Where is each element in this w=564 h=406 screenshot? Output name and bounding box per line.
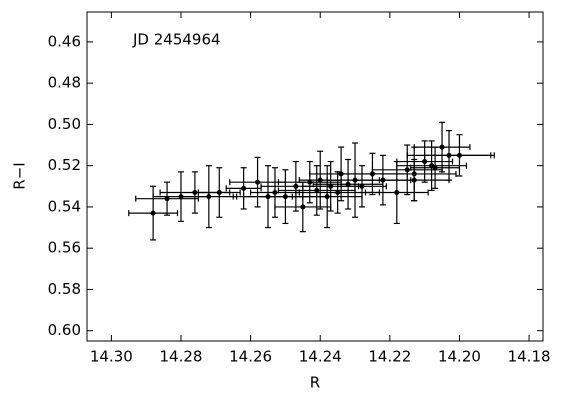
point bbox=[272, 189, 278, 195]
y-axis-label: R−I bbox=[11, 162, 29, 189]
point bbox=[216, 189, 222, 195]
x-tick-label: 14.18 bbox=[508, 348, 551, 366]
point bbox=[314, 187, 320, 193]
point bbox=[345, 181, 351, 187]
point bbox=[282, 194, 288, 200]
point bbox=[359, 183, 365, 189]
point bbox=[456, 152, 462, 158]
point bbox=[439, 144, 445, 150]
point bbox=[192, 189, 198, 195]
point bbox=[255, 179, 261, 185]
y-tick-label: 0.46 bbox=[48, 32, 81, 50]
x-tick-label: 14.24 bbox=[299, 348, 342, 366]
point bbox=[328, 183, 334, 189]
x-tick-label: 14.30 bbox=[90, 348, 133, 366]
point bbox=[307, 179, 313, 185]
y-tick-label: 0.50 bbox=[48, 115, 81, 133]
x-tick-label: 14.22 bbox=[368, 348, 411, 366]
point bbox=[404, 167, 410, 173]
point bbox=[300, 204, 306, 210]
point bbox=[241, 185, 247, 191]
plot-frame bbox=[86, 11, 544, 342]
point bbox=[432, 165, 438, 171]
point bbox=[206, 194, 212, 200]
point bbox=[293, 183, 299, 189]
x-axis-label: R bbox=[310, 374, 320, 392]
x-tick-label: 14.20 bbox=[438, 348, 481, 366]
point bbox=[164, 196, 170, 202]
point bbox=[324, 194, 330, 200]
point bbox=[335, 189, 341, 195]
y-tick-label: 0.52 bbox=[48, 156, 81, 174]
y-tick-label: 0.48 bbox=[48, 74, 81, 92]
point bbox=[422, 159, 428, 165]
y-tick-label: 0.60 bbox=[48, 321, 81, 339]
x-tick-label: 14.26 bbox=[229, 348, 272, 366]
point bbox=[411, 177, 417, 183]
y-tick-label: 0.56 bbox=[48, 239, 81, 257]
point bbox=[317, 177, 323, 183]
point bbox=[394, 189, 400, 195]
x-tick-label: 14.28 bbox=[160, 348, 203, 366]
annotation: JD 2454964 bbox=[132, 31, 221, 49]
y-tick-label: 0.54 bbox=[48, 197, 81, 215]
y-tick-label: 0.58 bbox=[48, 280, 81, 298]
point bbox=[150, 210, 156, 216]
